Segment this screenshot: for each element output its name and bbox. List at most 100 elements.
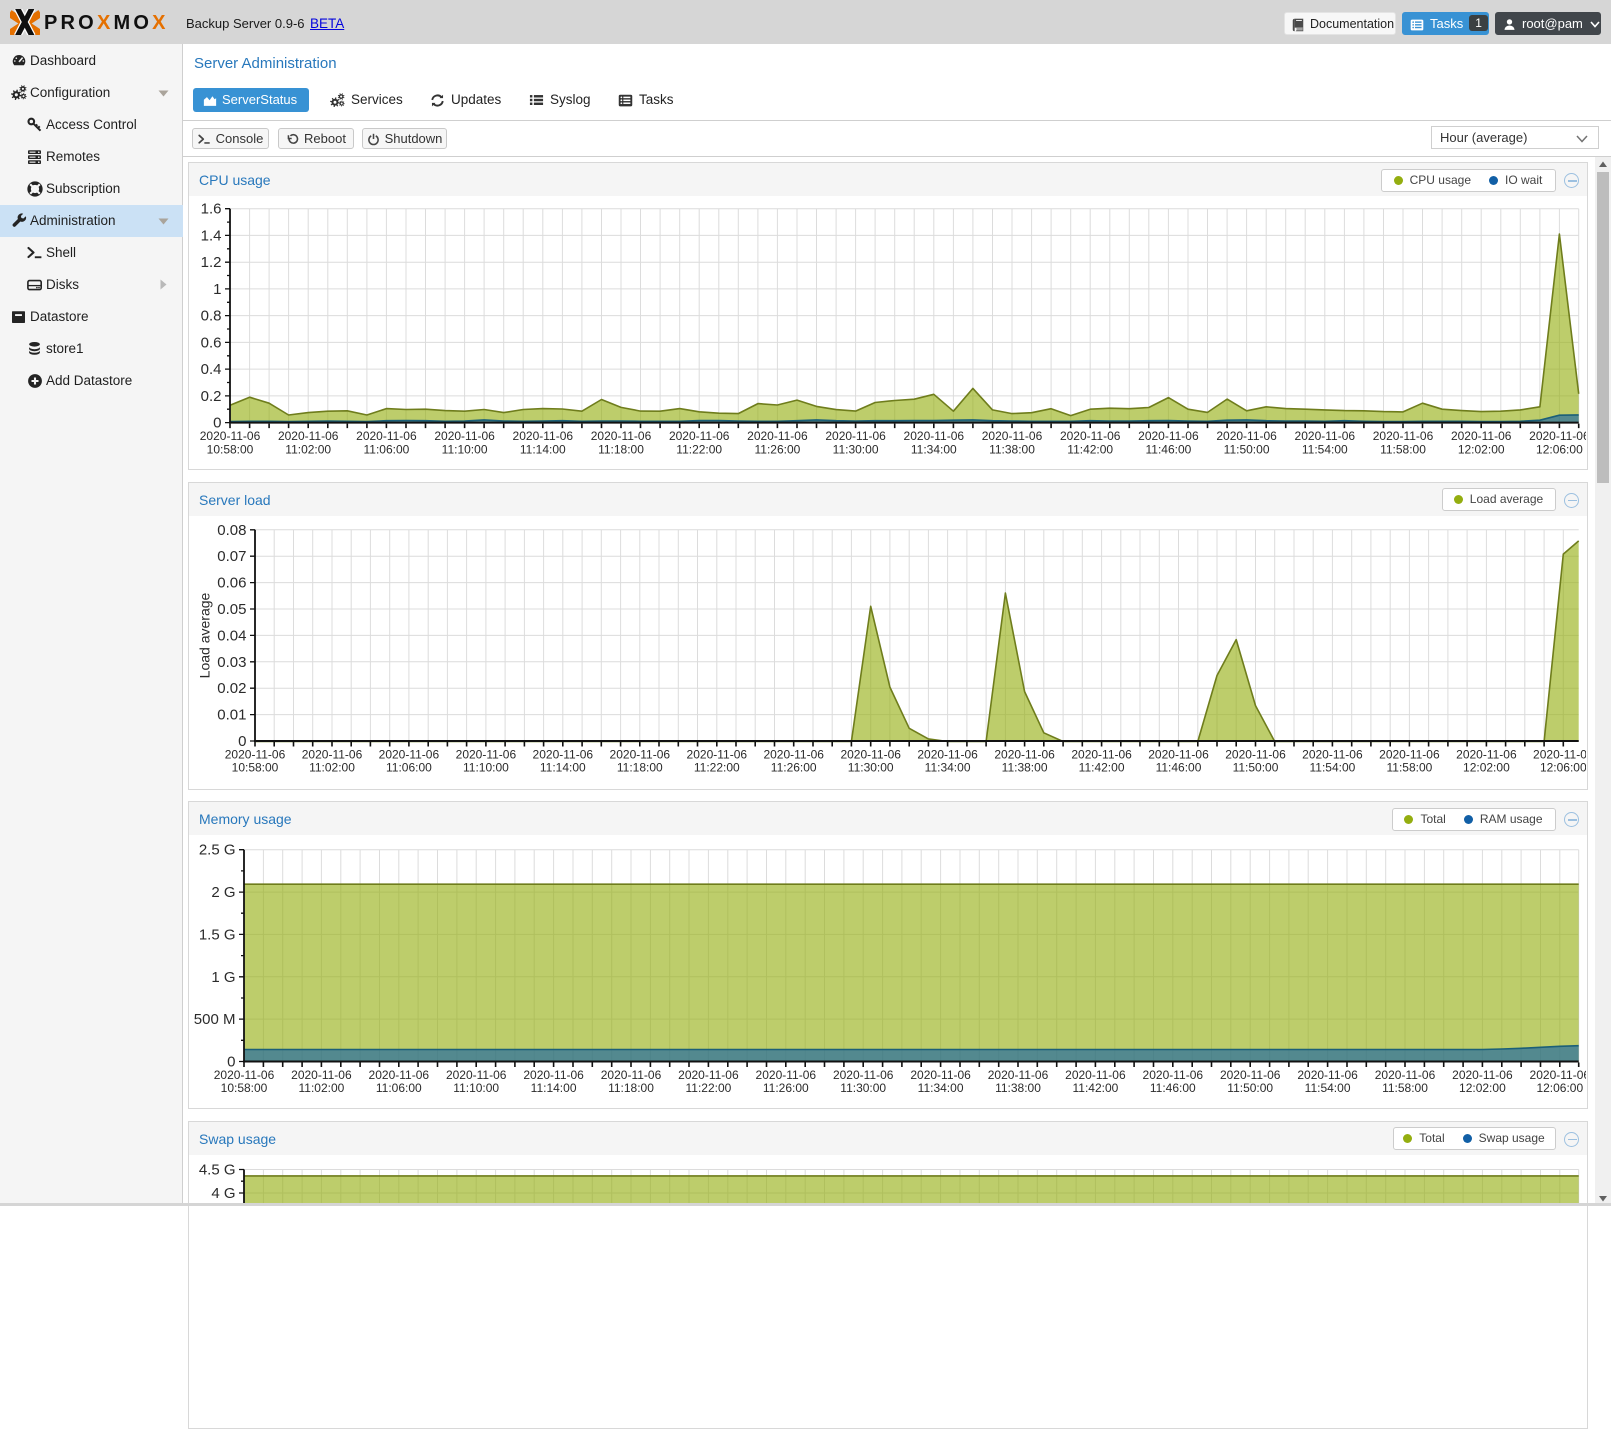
- svg-text:0.4: 0.4: [201, 361, 222, 378]
- svg-text:11:22:00: 11:22:00: [685, 1081, 731, 1095]
- svg-text:11:50:00: 11:50:00: [1227, 1081, 1273, 1095]
- svg-text:2020-11-06: 2020-11-06: [591, 429, 652, 443]
- svg-text:2020-11-06: 2020-11-06: [1143, 1068, 1204, 1082]
- svg-text:11:06:00: 11:06:00: [376, 1081, 422, 1095]
- svg-text:2020-11-06: 2020-11-06: [1452, 1068, 1513, 1082]
- svg-text:2020-11-06: 2020-11-06: [825, 429, 886, 443]
- svg-text:0: 0: [213, 415, 221, 432]
- svg-text:11:22:00: 11:22:00: [676, 442, 722, 456]
- svg-text:0: 0: [238, 733, 246, 750]
- svg-text:2020-11-06: 2020-11-06: [1379, 748, 1440, 762]
- svg-text:2020-11-06: 2020-11-06: [1456, 748, 1517, 762]
- svg-text:11:10:00: 11:10:00: [453, 1081, 499, 1095]
- svg-text:2020-11-06: 2020-11-06: [379, 748, 440, 762]
- svg-text:0.03: 0.03: [217, 654, 246, 671]
- svg-text:4 G: 4 G: [211, 1185, 235, 1202]
- svg-text:2020-11-06: 2020-11-06: [610, 748, 671, 762]
- svg-text:11:50:00: 11:50:00: [1233, 761, 1279, 775]
- svg-text:2020-11-06: 2020-11-06: [1071, 748, 1132, 762]
- svg-text:2020-11-06: 2020-11-06: [994, 748, 1055, 762]
- svg-text:2020-11-06: 2020-11-06: [1216, 429, 1277, 443]
- svg-text:11:30:00: 11:30:00: [840, 1081, 886, 1095]
- svg-text:12:06:00: 12:06:00: [1540, 761, 1586, 775]
- svg-text:0.06: 0.06: [217, 575, 246, 592]
- svg-text:2020-11-06: 2020-11-06: [917, 748, 978, 762]
- svg-text:0.01: 0.01: [217, 707, 246, 724]
- svg-text:0: 0: [227, 1054, 235, 1071]
- svg-text:2020-11-06: 2020-11-06: [988, 1068, 1049, 1082]
- svg-text:11:46:00: 11:46:00: [1145, 442, 1191, 456]
- svg-text:2020-11-06: 2020-11-06: [533, 748, 594, 762]
- svg-text:11:42:00: 11:42:00: [1067, 442, 1113, 456]
- svg-text:2020-11-06: 2020-11-06: [904, 429, 965, 443]
- svg-text:2020-11-06: 2020-11-06: [1220, 1068, 1281, 1082]
- svg-text:12:06:00: 12:06:00: [1536, 1081, 1583, 1095]
- svg-text:12:06:00: 12:06:00: [1536, 442, 1583, 456]
- svg-text:2020-11-06: 2020-11-06: [302, 748, 363, 762]
- svg-text:2020-11-06: 2020-11-06: [747, 429, 808, 443]
- svg-text:11:58:00: 11:58:00: [1382, 1081, 1428, 1095]
- svg-text:11:54:00: 11:54:00: [1309, 761, 1355, 775]
- svg-text:11:26:00: 11:26:00: [763, 1081, 809, 1095]
- svg-text:2020-11-06: 2020-11-06: [840, 748, 901, 762]
- svg-text:1.4: 1.4: [201, 227, 222, 244]
- svg-text:11:42:00: 11:42:00: [1072, 1081, 1118, 1095]
- svg-text:Load average: Load average: [197, 592, 213, 678]
- svg-text:2020-11-06: 2020-11-06: [1138, 429, 1199, 443]
- svg-text:2020-11-06: 2020-11-06: [763, 748, 824, 762]
- svg-text:12:02:00: 12:02:00: [1463, 761, 1510, 775]
- svg-text:2020-11-06: 2020-11-06: [1530, 1068, 1586, 1082]
- svg-text:2020-11-06: 2020-11-06: [910, 1068, 971, 1082]
- svg-text:11:26:00: 11:26:00: [771, 761, 817, 775]
- svg-text:11:18:00: 11:18:00: [608, 1081, 654, 1095]
- svg-text:2020-11-06: 2020-11-06: [1148, 748, 1209, 762]
- svg-text:11:02:00: 11:02:00: [298, 1081, 344, 1095]
- svg-text:2020-11-06: 2020-11-06: [678, 1068, 739, 1082]
- svg-text:0.8: 0.8: [201, 308, 222, 325]
- svg-text:4.5 G: 4.5 G: [199, 1162, 236, 1179]
- svg-text:11:54:00: 11:54:00: [1302, 442, 1348, 456]
- svg-text:11:42:00: 11:42:00: [1079, 761, 1125, 775]
- svg-text:2020-11-06: 2020-11-06: [1529, 429, 1586, 443]
- svg-text:11:34:00: 11:34:00: [911, 442, 957, 456]
- svg-text:0.04: 0.04: [217, 627, 246, 644]
- svg-text:2020-11-06: 2020-11-06: [1375, 1068, 1436, 1082]
- svg-text:11:14:00: 11:14:00: [540, 761, 586, 775]
- svg-text:0.2: 0.2: [201, 388, 222, 405]
- svg-text:2020-11-06: 2020-11-06: [446, 1068, 507, 1082]
- svg-text:11:26:00: 11:26:00: [754, 442, 800, 456]
- svg-text:11:30:00: 11:30:00: [833, 442, 879, 456]
- svg-text:11:10:00: 11:10:00: [442, 442, 488, 456]
- svg-text:500 M: 500 M: [194, 1011, 236, 1028]
- svg-text:11:18:00: 11:18:00: [617, 761, 663, 775]
- svg-text:2020-11-06: 2020-11-06: [669, 429, 730, 443]
- svg-text:11:38:00: 11:38:00: [995, 1081, 1041, 1095]
- svg-text:11:34:00: 11:34:00: [925, 761, 971, 775]
- svg-text:0.02: 0.02: [217, 680, 246, 697]
- svg-text:1: 1: [213, 281, 221, 298]
- svg-text:11:34:00: 11:34:00: [918, 1081, 964, 1095]
- svg-text:11:30:00: 11:30:00: [848, 761, 894, 775]
- svg-text:2020-11-06: 2020-11-06: [756, 1068, 817, 1082]
- svg-text:2020-11-06: 2020-11-06: [1302, 748, 1363, 762]
- svg-text:11:58:00: 11:58:00: [1380, 442, 1426, 456]
- svg-text:2020-11-06: 2020-11-06: [1225, 748, 1286, 762]
- svg-text:11:50:00: 11:50:00: [1224, 442, 1270, 456]
- svg-text:12:02:00: 12:02:00: [1458, 442, 1505, 456]
- svg-text:2020-11-06: 2020-11-06: [833, 1068, 894, 1082]
- svg-text:2020-11-06: 2020-11-06: [1373, 429, 1434, 443]
- svg-text:11:22:00: 11:22:00: [694, 761, 740, 775]
- svg-text:11:58:00: 11:58:00: [1386, 761, 1432, 775]
- svg-text:11:06:00: 11:06:00: [363, 442, 409, 456]
- svg-text:2020-11-06: 2020-11-06: [291, 1068, 352, 1082]
- svg-text:2.5 G: 2.5 G: [199, 842, 236, 859]
- svg-text:11:02:00: 11:02:00: [309, 761, 355, 775]
- svg-text:11:10:00: 11:10:00: [463, 761, 509, 775]
- svg-text:2020-11-06: 2020-11-06: [982, 429, 1043, 443]
- svg-text:1.6: 1.6: [201, 201, 222, 218]
- svg-text:1.5 G: 1.5 G: [199, 926, 236, 943]
- svg-text:2020-11-06: 2020-11-06: [601, 1068, 662, 1082]
- svg-text:10:58:00: 10:58:00: [207, 442, 254, 456]
- svg-text:2020-11-06: 2020-11-06: [513, 429, 574, 443]
- svg-text:2020-11-06: 2020-11-06: [200, 429, 261, 443]
